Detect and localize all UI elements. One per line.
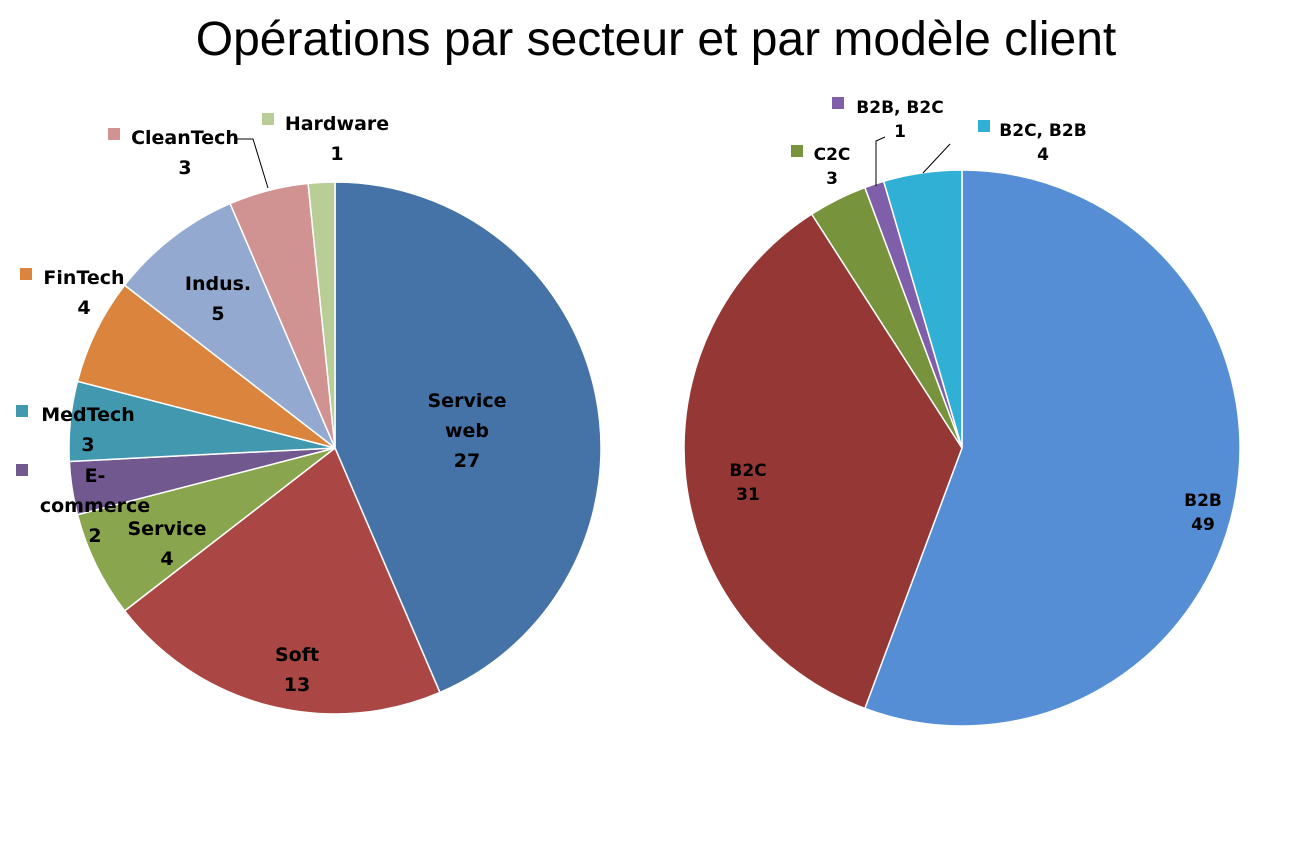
leader-line-b2c-b2b [922,143,951,174]
data-label-fintech: FinTech 4 [43,267,124,319]
data-label-soft: Soft 13 [275,644,319,696]
data-label-b2b-b2c: B2B, B2C 1 [856,98,943,142]
pie-slice-hardware [307,181,336,449]
chart-title: Opérations par secteur et par modèle cli… [195,13,1117,66]
leader-line-cleantech [237,138,269,189]
legend-key-cleantech [108,128,120,140]
pie-slice-b2c-b2b [882,169,963,449]
pie-slice-b2b [863,169,1241,727]
data-label-b2c: B2C 31 [729,461,766,505]
pie-slice-indus [123,202,337,451]
data-label-indus: Indus. 5 [185,273,251,325]
data-label-medtech: MedTech 3 [41,404,135,456]
legend-key-b2b-b2c [832,97,844,109]
data-label-service: Service 4 [128,518,207,570]
data-label-e-commerce: E-commerce 2 [40,465,150,547]
pie-slice-b2c [683,213,963,710]
data-label-hardware: Hardware 1 [285,113,389,165]
data-label-b2b: B2B 49 [1184,491,1222,535]
legend-key-fintech [20,268,32,280]
legend-key-hardware [262,113,274,125]
legend-key-e-commerce [16,464,28,476]
leader-line-b2b-b2c [875,136,886,186]
pie-slice-soft [123,446,441,715]
legend-key-b2c-b2b [978,120,990,132]
pie-slice-service-web [334,181,602,694]
legend-key-c2c [791,145,803,157]
data-label-c2c: C2C 3 [814,145,851,189]
data-label-cleantech: CleanTech 3 [131,127,239,179]
legend-key-medtech [16,405,28,417]
data-label-service-web: Service web 27 [428,390,507,472]
data-label-b2c-b2b: B2C, B2B 4 [999,121,1086,165]
